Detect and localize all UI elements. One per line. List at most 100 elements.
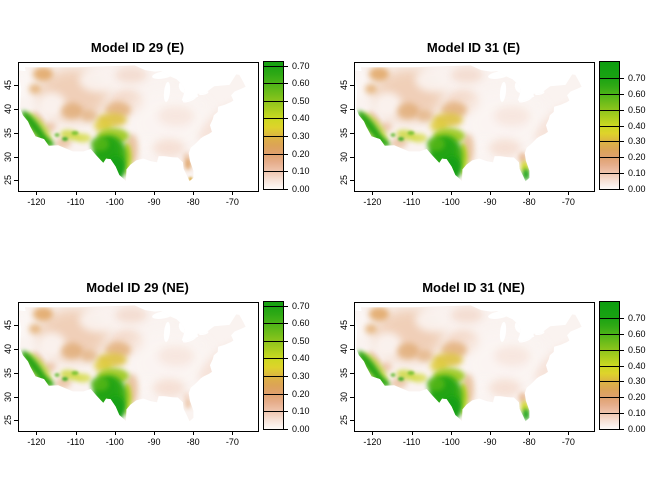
legend-tick-label: 0.70 <box>292 60 310 71</box>
x-axis-tick <box>529 191 531 195</box>
y-axis-tick-label: 25 <box>339 415 349 426</box>
x-axis-tick-label: -80 <box>186 437 200 447</box>
x-axis-tick <box>75 191 77 195</box>
legend-tick-label: 0.10 <box>292 406 310 417</box>
legend-tick <box>264 136 283 138</box>
x-axis-tick-label: -100 <box>441 437 460 447</box>
y-axis-tick-label: 40 <box>339 103 349 115</box>
x-axis-tick-label: -110 <box>402 197 421 207</box>
y-axis-tick <box>14 372 18 374</box>
legend-tick-stub <box>620 125 624 127</box>
y-axis-tick-label: 35 <box>3 367 13 378</box>
x-axis-tick-label: -90 <box>483 437 497 447</box>
legend-tick-stub <box>620 381 624 383</box>
legend-tick-stub <box>620 189 624 190</box>
y-axis-tick <box>350 420 354 422</box>
y-axis-latitude: 25 30 35 40 45 <box>337 302 354 430</box>
y-axis-tick <box>350 180 354 182</box>
legend-tick <box>264 393 283 395</box>
y-axis-latitude: 25 30 35 40 45 <box>1 62 18 190</box>
x-axis-tick <box>568 191 570 195</box>
y-axis-tick <box>14 132 18 134</box>
x-axis-tick <box>490 431 491 435</box>
legend-tick <box>264 83 283 85</box>
y-axis-tick <box>14 349 18 350</box>
legend-tick-stub <box>284 189 288 190</box>
legend-tick-label: 0.60 <box>292 78 310 89</box>
x-axis-tick-label: -80 <box>522 437 536 447</box>
legend-tick-label: 0.50 <box>628 104 646 115</box>
legend-tick-stub <box>284 171 288 173</box>
x-axis-tick-label: -90 <box>483 197 497 207</box>
us-suitability-map <box>355 303 594 431</box>
y-axis-tick <box>350 349 354 350</box>
x-axis-tick <box>529 431 531 435</box>
panel-model-29-ne: Model ID 29 (NE) -120 -110 -100 -90 -80 -70 2… <box>0 240 336 480</box>
legend-tick-label: 0.30 <box>292 131 310 142</box>
y-axis-tick-label: 45 <box>3 320 13 331</box>
legend-tick-label: 0.20 <box>628 152 646 163</box>
legend-tick <box>600 413 619 415</box>
legend-tick <box>264 118 283 120</box>
x-axis-tick <box>450 191 452 195</box>
y-axis-tick-label: 40 <box>3 103 13 115</box>
y-axis-tick-label: 40 <box>339 343 349 355</box>
y-axis-tick <box>14 180 18 182</box>
color-legend: 0.70 0.60 0.50 0.40 0.30 0.20 0.10 0.00 <box>599 61 671 194</box>
y-axis-tick <box>14 325 18 327</box>
legend-tick-stub <box>284 100 288 102</box>
legend-tick <box>600 365 619 367</box>
y-axis-tick <box>14 420 18 422</box>
x-axis-tick <box>372 431 374 435</box>
x-axis-tick-label: -110 <box>66 437 85 447</box>
legend-tick <box>264 171 283 173</box>
legend-tick-stub <box>620 349 624 351</box>
x-axis-tick-label: -120 <box>363 197 382 207</box>
y-axis-tick-label: 25 <box>3 175 13 186</box>
x-axis-tick-label: -70 <box>561 197 575 207</box>
panel-title: Model ID 29 (E) <box>90 40 185 55</box>
x-axis-tick <box>568 431 570 435</box>
legend-tick-label: 0.50 <box>292 95 310 106</box>
x-axis-tick <box>490 191 491 195</box>
x-axis-tick <box>232 431 234 435</box>
legend-tick-stub <box>284 65 288 67</box>
legend-tick-label: 0.30 <box>628 136 646 147</box>
panel-title: Model ID 31 (E) <box>426 40 521 55</box>
legend-tick-label: 0.50 <box>292 335 310 346</box>
x-axis-tick <box>36 431 38 435</box>
legend-tick-label: 0.50 <box>628 344 646 355</box>
us-suitability-map <box>355 63 594 191</box>
y-axis-tick-label: 40 <box>3 343 13 355</box>
legend-tick-stub <box>620 397 624 399</box>
legend-tick-label: 0.40 <box>292 113 310 124</box>
legend-tick <box>264 376 283 378</box>
x-axis-tick <box>232 191 234 195</box>
legend-tick <box>600 77 619 79</box>
legend-tick-label: 0.40 <box>628 360 646 371</box>
y-axis-tick-label: 25 <box>3 415 13 426</box>
legend-tick <box>600 157 619 159</box>
x-axis-tick <box>75 431 77 435</box>
x-axis-longitude: -120 -110 -100 -90 -80 -70 <box>18 191 257 211</box>
panel-title: Model ID 29 (NE) <box>86 280 189 295</box>
legend-tick <box>600 189 619 190</box>
y-axis-tick-label: 45 <box>339 80 349 91</box>
legend-tick-label: 0.10 <box>628 408 646 419</box>
plot-area <box>18 62 259 192</box>
legend-tick <box>264 100 283 102</box>
x-axis-tick <box>193 431 195 435</box>
legend-tick-stub <box>284 136 288 138</box>
y-axis-tick <box>14 109 18 110</box>
legend-tick-stub <box>620 365 624 367</box>
legend-tick-stub <box>620 109 624 111</box>
us-raster-layer <box>19 303 258 431</box>
legend-tick-stub <box>284 429 288 430</box>
legend-tick-stub <box>620 429 624 430</box>
legend-tick <box>600 397 619 399</box>
legend-tick-stub <box>284 340 288 342</box>
x-axis-tick-label: -90 <box>147 437 161 447</box>
panel-model-31-ne: Model ID 31 (NE) -120 -110 -100 -90 -80 -70 2… <box>336 240 672 480</box>
color-legend: 0.70 0.60 0.50 0.40 0.30 0.20 0.10 0.00 <box>263 60 335 194</box>
